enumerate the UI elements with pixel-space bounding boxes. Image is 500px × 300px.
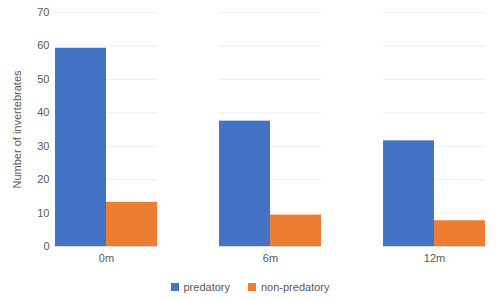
svg-text:12m: 12m (424, 252, 445, 264)
svg-text:20: 20 (37, 173, 49, 185)
svg-text:30: 30 (37, 140, 49, 152)
svg-text:70: 70 (37, 6, 49, 18)
svg-text:10: 10 (37, 207, 49, 219)
html-text:non-predatory: non-predatory (261, 281, 330, 293)
svg-text:40: 40 (37, 106, 49, 118)
svg-text:50: 50 (37, 73, 49, 85)
svg-text:6m: 6m (263, 252, 278, 264)
svg-text:60: 60 (37, 39, 49, 51)
svg-text:0: 0 (43, 240, 49, 252)
html-text:predatory: predatory (183, 281, 230, 293)
svg-text:0m: 0m (99, 252, 114, 264)
svg-text:Number of invertebrates: Number of invertebrates (11, 70, 23, 188)
